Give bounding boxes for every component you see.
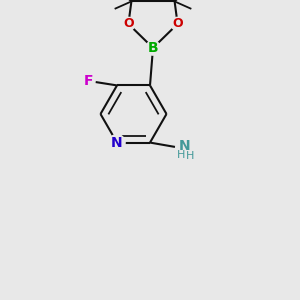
Text: F: F [84, 74, 93, 88]
Circle shape [122, 17, 135, 31]
Text: N: N [111, 136, 123, 150]
Circle shape [82, 74, 95, 88]
Circle shape [171, 17, 184, 31]
Text: B: B [148, 41, 158, 55]
Circle shape [176, 140, 194, 158]
Text: N: N [179, 139, 190, 153]
Text: H: H [186, 151, 194, 161]
Circle shape [109, 134, 125, 151]
Text: O: O [123, 17, 134, 30]
Text: O: O [172, 17, 183, 30]
Circle shape [146, 41, 160, 55]
Text: H: H [177, 150, 185, 160]
